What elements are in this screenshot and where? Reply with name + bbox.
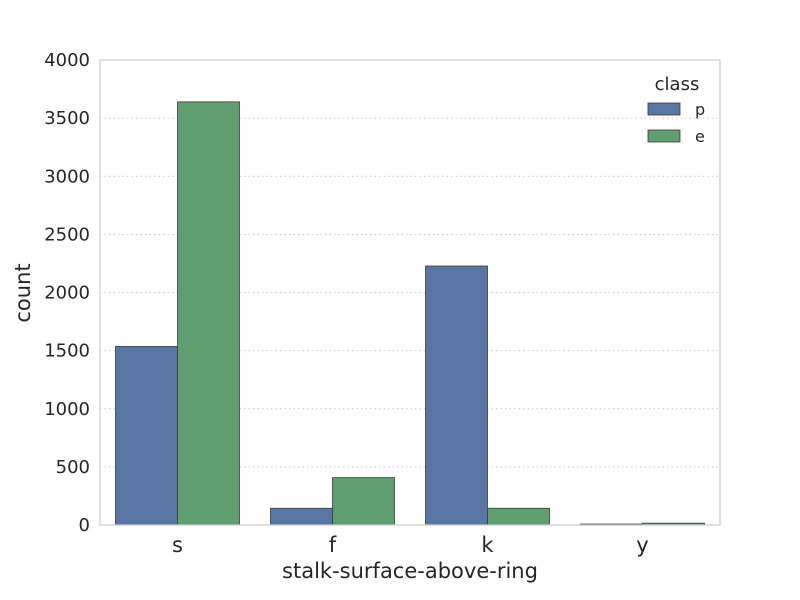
legend-label-e: e (695, 127, 705, 146)
x-tick-label: y (636, 533, 648, 557)
y-tick-label: 3500 (44, 108, 90, 129)
y-tick-label: 3000 (44, 166, 90, 187)
y-tick-label: 500 (56, 457, 90, 478)
legend-swatch-e (647, 129, 681, 143)
x-tick-label: s (172, 533, 183, 557)
bar-s-p (115, 346, 178, 526)
x-tick-label: k (481, 533, 494, 557)
y-tick-label: 2500 (44, 224, 90, 245)
y-tick-label: 0 (79, 515, 90, 536)
x-tick-label: f (329, 533, 337, 557)
bar-k-p (425, 265, 488, 526)
y-tick-label: 4000 (44, 50, 90, 71)
legend-label-p: p (695, 100, 705, 119)
bar-f-p (270, 507, 333, 526)
y-tick-label: 2000 (44, 283, 90, 304)
y-axis-label: count (11, 263, 35, 322)
legend-swatch-p (647, 102, 681, 116)
bar-s-e (177, 101, 240, 526)
x-axis-label: stalk-surface-above-ring (282, 559, 538, 583)
legend-title: class (655, 74, 700, 95)
y-tick-labels: 0 500 1000 1500 2000 2500 3000 3500 4000 (44, 50, 90, 536)
bars (115, 101, 705, 526)
legend: class pe (647, 74, 705, 146)
y-tick-label: 1500 (44, 341, 90, 362)
bar-k-e (487, 507, 550, 526)
bar-f-e (332, 477, 395, 526)
plot-frame (99, 59, 721, 526)
y-tick-label: 1000 (44, 399, 90, 420)
